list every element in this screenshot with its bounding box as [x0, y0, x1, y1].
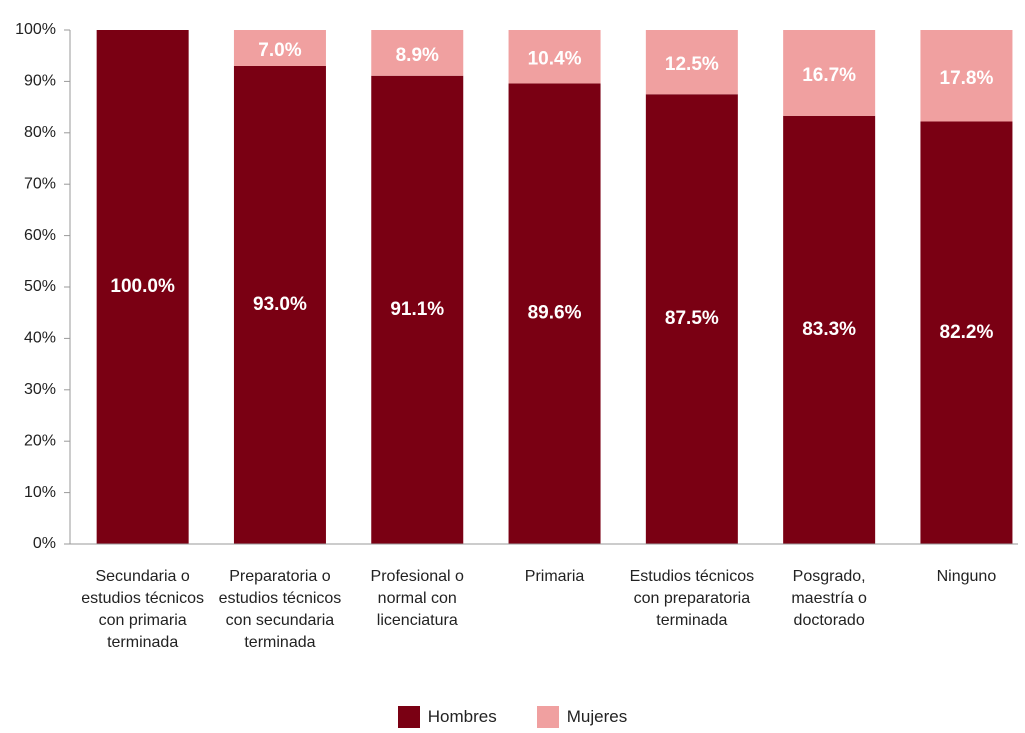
bar-segment — [508, 83, 601, 545]
bar-segment — [920, 30, 1013, 122]
y-tick-label: 60% — [24, 227, 56, 244]
legend-label: Hombres — [427, 707, 497, 726]
x-tick-label: Estudios técnicos con preparatoria termi… — [629, 568, 755, 629]
y-tick-label: 30% — [24, 381, 56, 398]
data-label: 82.2% — [940, 322, 994, 343]
data-label: 8.9% — [396, 45, 439, 66]
bar-segment — [371, 75, 464, 544]
data-label: 10.4% — [528, 49, 582, 70]
legend-label: Mujeres — [566, 707, 628, 726]
data-label: 83.3% — [802, 319, 856, 340]
x-tick-label: Ninguno — [936, 568, 997, 585]
bar-segment — [783, 115, 876, 544]
bar-segment — [371, 30, 464, 76]
data-label: 87.5% — [665, 308, 719, 329]
data-label: 12.5% — [665, 54, 719, 75]
y-tick-label: 90% — [24, 73, 56, 90]
bar-segment — [508, 30, 601, 84]
y-tick-label: 40% — [24, 330, 56, 347]
data-label: 89.6% — [528, 303, 582, 324]
x-tick-label: Primaria — [524, 568, 585, 585]
x-tick-label: Profesional o normal con licenciatura — [370, 568, 464, 629]
bar-segment — [96, 30, 189, 544]
data-label: 100.0% — [110, 276, 175, 297]
y-tick-label: 50% — [24, 278, 56, 295]
data-label: 7.0% — [258, 40, 301, 61]
x-tick-label: Preparatoria o estudios técnicos con sec… — [218, 568, 342, 651]
legend-swatch — [536, 706, 559, 728]
x-tick-label: Secundaria o estudios técnicos con prima… — [81, 568, 204, 651]
data-label: 91.1% — [390, 299, 444, 320]
x-tick-label: Posgrado, maestría o doctorado — [791, 568, 867, 629]
y-tick-label: 70% — [24, 175, 56, 192]
data-label: 93.0% — [253, 294, 307, 315]
bar-segment — [783, 30, 876, 116]
legend: Hombres Mujeres — [0, 706, 1025, 728]
data-label: 17.8% — [940, 68, 994, 89]
y-tick-label: 100% — [15, 21, 56, 38]
y-tick-label: 20% — [24, 432, 56, 449]
legend-item: Mujeres — [536, 706, 628, 728]
legend-swatch — [397, 706, 420, 728]
bar-segment — [645, 30, 738, 95]
y-tick-label: 0% — [33, 535, 56, 552]
bar-segment — [920, 121, 1013, 544]
legend-item: Hombres — [397, 706, 497, 728]
data-label: 16.7% — [802, 65, 856, 86]
y-tick-label: 10% — [24, 484, 56, 501]
bar-segment — [233, 65, 326, 544]
y-tick-label: 80% — [24, 124, 56, 141]
bar-segment — [233, 30, 326, 66]
bar-segment — [645, 94, 738, 544]
